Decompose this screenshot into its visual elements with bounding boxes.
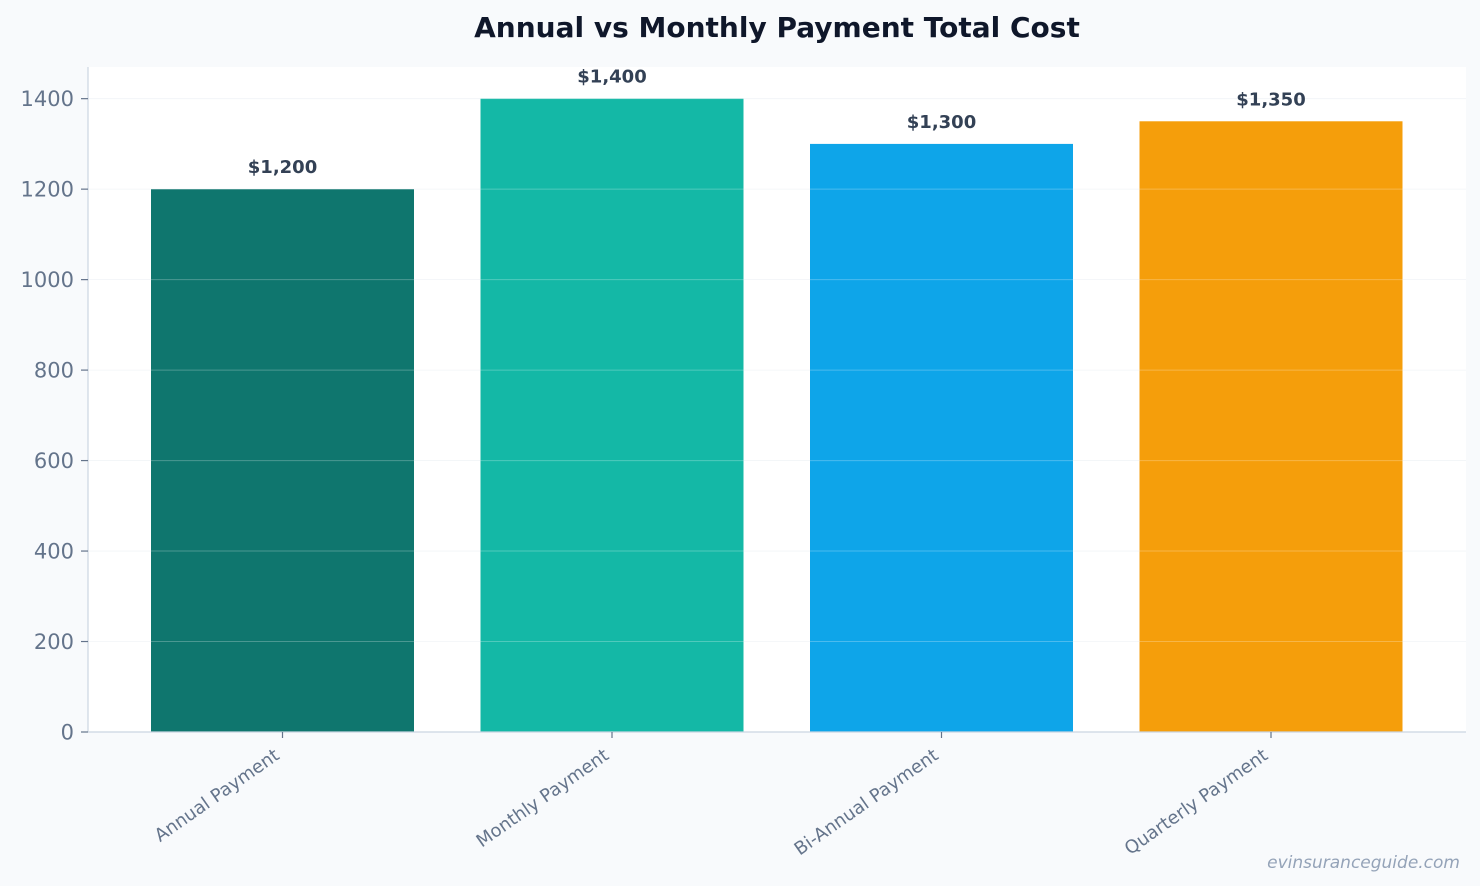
y-tick-label: 800 xyxy=(34,359,74,383)
bar xyxy=(151,189,414,733)
y-axis-ticks: 0 200 400 600 800 1000 1200 1400 xyxy=(21,87,88,745)
watermark: evinsuranceguide.com xyxy=(1267,853,1460,873)
chart-title: Annual vs Monthly Payment Total Cost xyxy=(474,11,1080,44)
bar xyxy=(810,143,1073,732)
y-tick-label: 400 xyxy=(34,540,74,564)
y-tick-label: 1000 xyxy=(21,268,74,292)
y-tick-label: 600 xyxy=(34,449,74,473)
y-tick-label: 1200 xyxy=(21,178,74,202)
data-labels: $1,200 $1,400 $1,300 $1,350 xyxy=(248,67,1306,178)
bar xyxy=(1139,121,1403,733)
data-label: $1,400 xyxy=(577,67,646,88)
bar xyxy=(480,98,744,732)
data-label: $1,350 xyxy=(1236,89,1305,110)
grid-overlay xyxy=(88,98,1466,643)
y-tick-label: 1400 xyxy=(21,87,74,111)
data-label: $1,300 xyxy=(907,112,976,133)
data-label: $1,200 xyxy=(248,157,317,178)
y-tick-label: 0 xyxy=(61,721,74,745)
bars xyxy=(151,98,1403,733)
y-tick-label: 200 xyxy=(34,630,74,654)
